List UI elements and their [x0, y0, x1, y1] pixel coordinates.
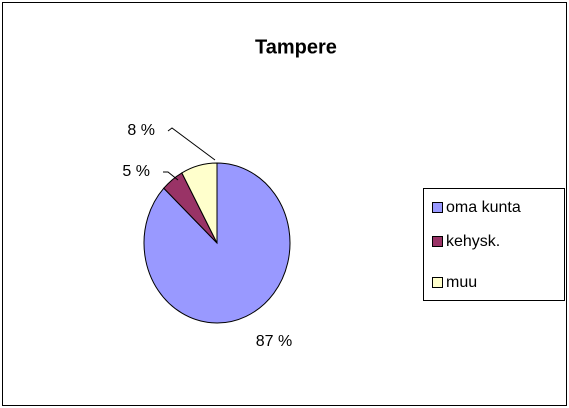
legend-swatch — [432, 277, 443, 288]
legend-swatch — [432, 236, 443, 247]
pie-slice — [181, 162, 218, 244]
legend-box — [423, 188, 565, 301]
data-label: 5 % — [122, 163, 150, 180]
leader-line — [163, 171, 179, 181]
chart-title: Tampere — [255, 36, 337, 58]
legend-label: muu — [446, 274, 477, 291]
data-label: 87 % — [256, 333, 292, 350]
legend-label: oma kunta — [446, 199, 521, 216]
data-label: 8 % — [127, 122, 155, 139]
legend-label: kehysk. — [446, 233, 500, 250]
leader-line — [167, 127, 216, 161]
legend-swatch — [432, 202, 443, 213]
